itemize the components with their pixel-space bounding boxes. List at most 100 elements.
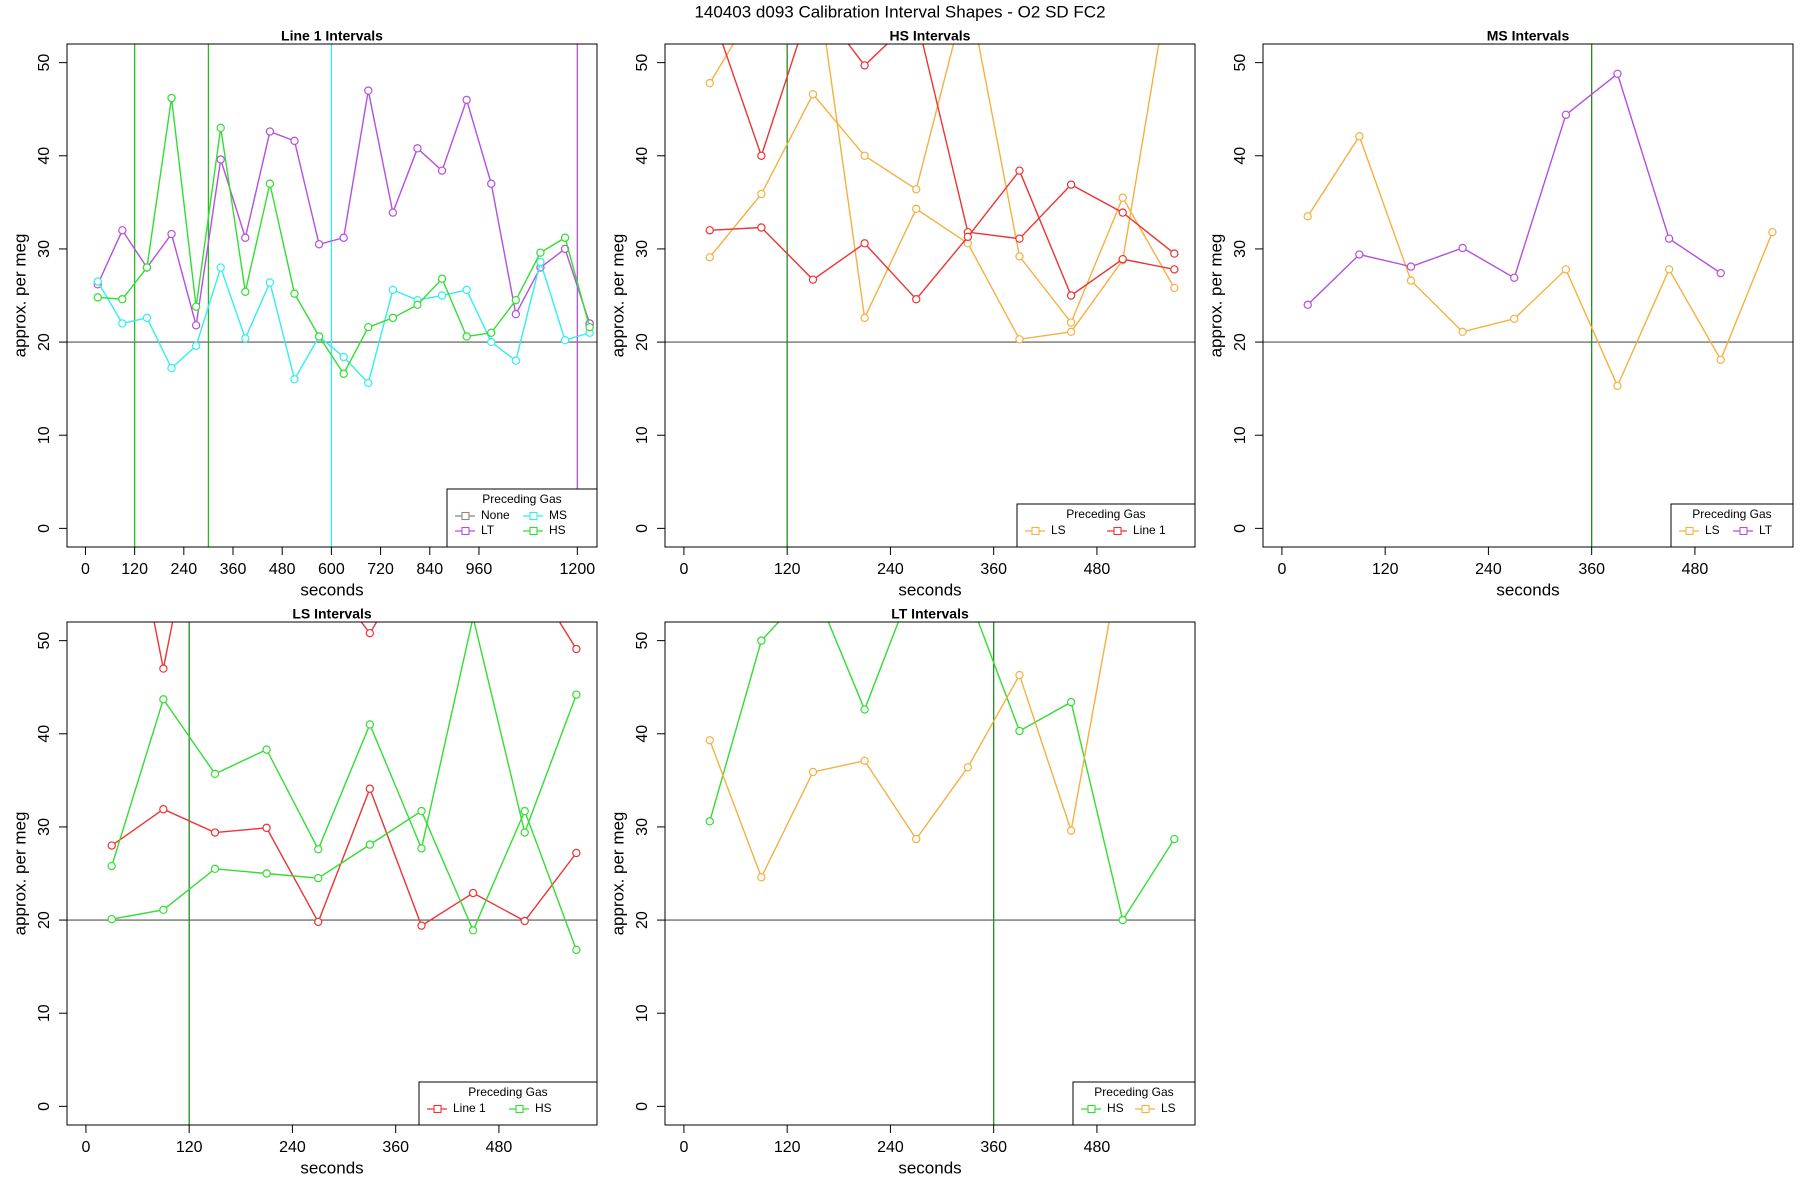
x-tick-label: 0 (1277, 561, 1286, 578)
data-point (536, 257, 545, 267)
data-point (468, 926, 478, 935)
data-point (860, 756, 869, 765)
legend-swatch (529, 511, 538, 521)
y-tick-label: 20 (634, 911, 651, 929)
panel: LT Intervals seconds approx. per meg 0 120 24… (608, 581, 1196, 1177)
data-point (511, 356, 521, 365)
series-line (111, 622, 578, 867)
series-line (709, 169, 1175, 301)
x-tick-label: 720 (367, 561, 394, 578)
data-point (167, 229, 176, 239)
data-point (1664, 234, 1674, 243)
y-tick-label: 40 (1232, 147, 1249, 165)
data-point (314, 845, 323, 854)
data-point (417, 921, 426, 930)
data-point (1118, 193, 1127, 202)
data-point (560, 336, 570, 345)
data-point (1170, 265, 1179, 274)
y-tick-label: 30 (634, 818, 651, 836)
data-point (757, 636, 766, 645)
legend-swatch (515, 1104, 524, 1114)
y-tick-label: 20 (36, 333, 53, 351)
data-point (572, 945, 581, 955)
data-point (118, 226, 127, 235)
data-point (93, 277, 102, 286)
x-tick-label: 0 (81, 561, 90, 578)
data-point (365, 784, 375, 793)
legend-swatch (529, 526, 538, 536)
legend-label: Line 1 (453, 1101, 486, 1115)
data-point (262, 869, 271, 878)
panel-title: LT Intervals (891, 606, 969, 622)
data-point (241, 287, 250, 296)
data-point (470, 614, 477, 621)
y-tick-label: 40 (634, 725, 651, 743)
legend-swatch (1113, 526, 1122, 536)
y-tick-label: 0 (634, 524, 651, 533)
data-point (705, 253, 714, 262)
legend-swatch (1739, 526, 1748, 536)
data-point (159, 805, 168, 814)
legend-title: Preceding Gas (468, 1085, 547, 1099)
data-point (388, 313, 398, 323)
data-point (210, 828, 220, 837)
data-point (809, 0, 816, 1)
data-point (191, 302, 201, 311)
data-point (520, 916, 529, 926)
data-point (1716, 355, 1725, 364)
data-point (159, 664, 168, 673)
data-point (417, 844, 426, 853)
legend-label: LT (481, 523, 495, 537)
plot-area (665, 0, 1195, 547)
data-point (1406, 262, 1416, 271)
data-point (314, 332, 324, 341)
series-line (721, 44, 1175, 255)
data-point (1015, 670, 1024, 680)
legend-swatch (1031, 526, 1040, 536)
data-point (339, 352, 348, 362)
x-tick-label: 0 (679, 1139, 688, 1156)
data-point (262, 823, 271, 833)
data-point (107, 914, 116, 924)
legend-box (1670, 503, 1794, 548)
legend-box (1016, 503, 1196, 548)
data-point (1066, 291, 1076, 300)
data-point (912, 295, 921, 304)
y-tick-label: 0 (36, 1102, 53, 1111)
plot-area (67, 614, 597, 1125)
data-point (462, 95, 471, 105)
plot-frame (664, 621, 1196, 1126)
data-point (860, 313, 869, 323)
y-tick-label: 30 (634, 240, 651, 258)
x-tick-label: 360 (980, 561, 1007, 578)
data-point (462, 285, 471, 295)
data-point (265, 278, 275, 287)
x-tick-label: 480 (269, 561, 296, 578)
plot-frame (1262, 43, 1794, 548)
plot-area (665, 581, 1195, 1125)
data-point (216, 263, 225, 272)
x-tick-label: 0 (81, 1139, 90, 1156)
y-axis-title: approx. per meg (608, 812, 627, 936)
data-point (413, 300, 422, 310)
legend-swatch (1141, 1104, 1150, 1114)
data-point (809, 581, 816, 588)
panel: HS Intervals seconds approx. per meg 0 120 24… (608, 0, 1196, 599)
legend-label: None (481, 508, 510, 522)
data-point (1561, 265, 1571, 274)
data-point (963, 763, 973, 772)
data-point (1066, 180, 1076, 189)
series-line (709, 622, 1175, 922)
data-point (520, 806, 529, 816)
panel-title: Line 1 Intervals (281, 28, 383, 44)
legend-title: Preceding Gas (1094, 1085, 1173, 1099)
data-point (413, 144, 422, 153)
data-point (167, 363, 176, 373)
data-point (511, 295, 521, 305)
data-point (265, 179, 275, 188)
data-point (290, 375, 299, 384)
data-point (520, 828, 529, 837)
x-tick-label: 480 (1682, 561, 1709, 578)
